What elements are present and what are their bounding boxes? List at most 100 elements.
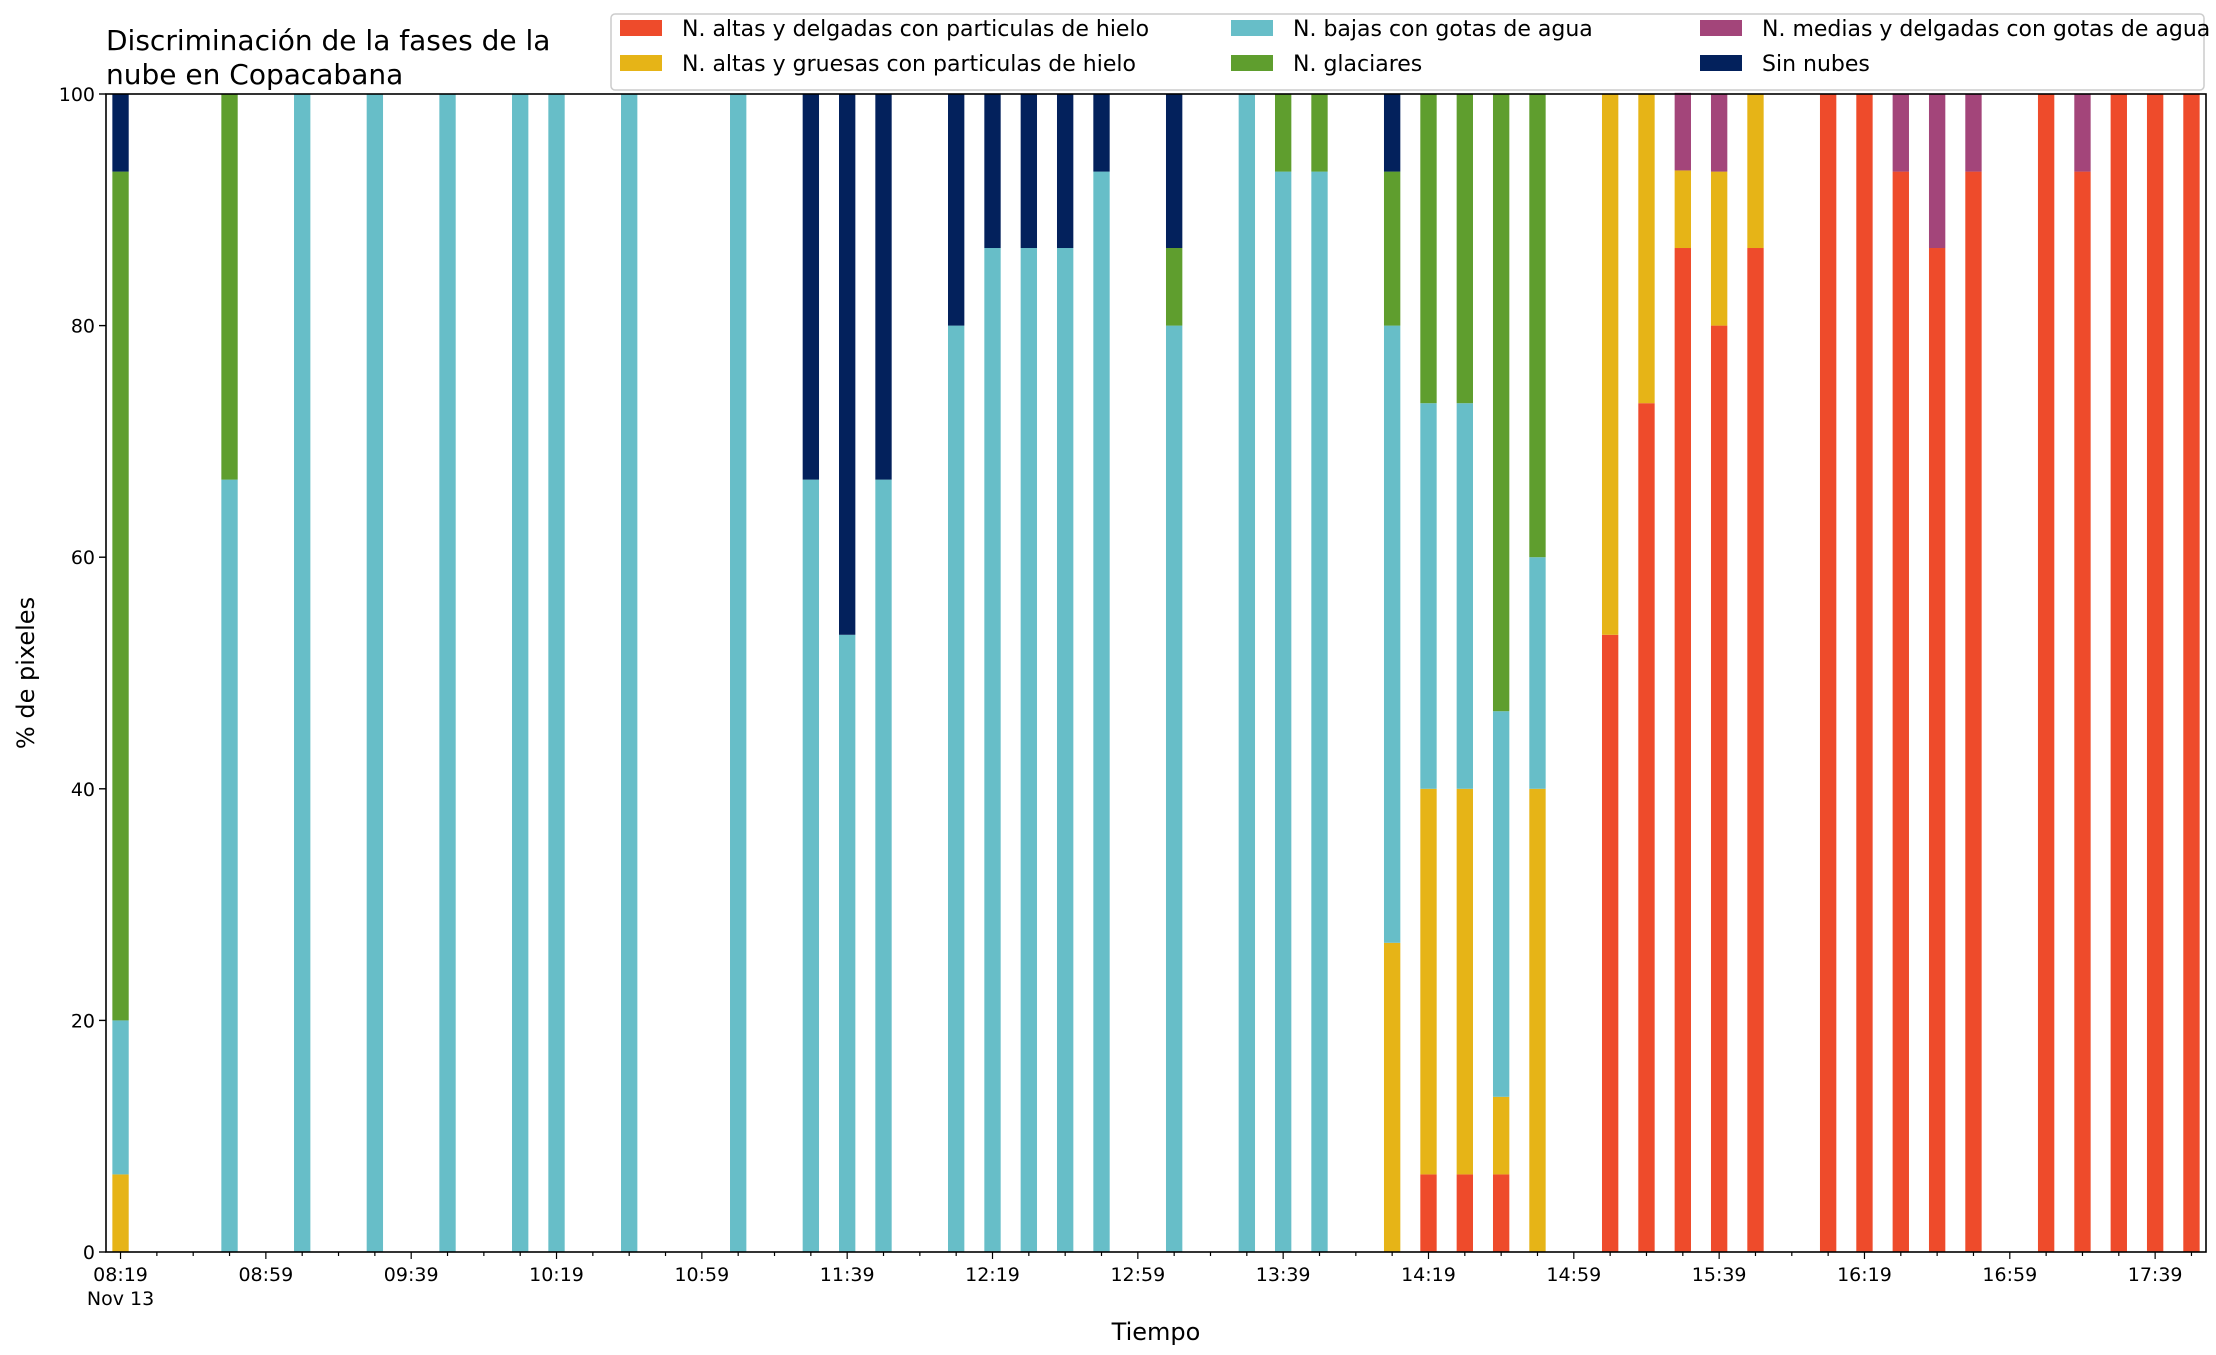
bar-segment xyxy=(112,94,129,172)
bar-segment xyxy=(1383,325,1401,943)
y-tick-label: 40 xyxy=(71,779,95,801)
y-axis: 0 20 40 60 80 100 xyxy=(59,84,106,1264)
bar-segment xyxy=(1710,325,1728,1253)
bar-segment xyxy=(2110,94,2127,1252)
x-tick-label: 15:39 xyxy=(1692,1264,1747,1286)
bar-segment xyxy=(948,325,965,1253)
bar-segment xyxy=(1420,403,1437,789)
bar-segment xyxy=(1056,94,1074,249)
bar-segment xyxy=(1093,94,1110,172)
chart-title: Discriminación de la fases de la nube en… xyxy=(106,24,550,91)
x-tick-label: 12:59 xyxy=(1110,1264,1165,1286)
bar-segment xyxy=(1383,171,1401,326)
bar-segment xyxy=(1311,171,1328,1253)
bar-segment xyxy=(2037,94,2055,1252)
legend-label: Sin nubes xyxy=(1762,52,1870,77)
legend-swatch xyxy=(620,20,662,36)
x-tick-label: 10:19 xyxy=(529,1264,584,1286)
x-tick-label: 08:59 xyxy=(238,1264,293,1286)
bar-segment xyxy=(802,479,820,1252)
bar-segment xyxy=(839,94,856,635)
bar-segment xyxy=(1311,94,1328,172)
bar-segment xyxy=(1529,788,1546,1252)
legend-swatch xyxy=(620,55,662,71)
bar-segment xyxy=(1456,788,1473,1175)
legend-label: N. bajas con gotas de agua xyxy=(1293,17,1593,42)
x-tick-label: 17:39 xyxy=(2128,1264,2183,1286)
bar-segment xyxy=(221,479,238,1252)
bar-segment xyxy=(1165,325,1183,1253)
bar-segment xyxy=(1710,94,1728,172)
bar-segment xyxy=(984,248,1001,1252)
legend-label: N. glaciares xyxy=(1293,52,1422,77)
bar-segment xyxy=(1274,94,1292,172)
bar-segment xyxy=(1420,94,1437,404)
bar-segment xyxy=(1674,170,1691,249)
y-tick-label: 60 xyxy=(71,547,95,569)
bar-segment xyxy=(112,171,129,1021)
legend-label: N. altas y gruesas con particulas de hie… xyxy=(682,52,1136,77)
bar-segment xyxy=(1529,557,1546,789)
plot-frame xyxy=(105,93,2207,1253)
x-date-label: Nov 13 xyxy=(87,1288,154,1310)
x-axis: 08:19 08:59 09:39 10:19 10:59 11:39 12:19 12:59… xyxy=(87,1252,2193,1310)
y-tick-label: 80 xyxy=(71,316,95,338)
bar-segment xyxy=(1456,403,1473,789)
bar-segment xyxy=(1601,94,1619,635)
bar-segment xyxy=(2074,94,2091,172)
bar-segment xyxy=(294,94,311,1252)
bar-segment xyxy=(802,94,820,480)
bar-segment xyxy=(1492,1096,1510,1175)
bar-segment xyxy=(1456,1174,1473,1252)
bar-segment xyxy=(1456,94,1473,404)
bar-segment xyxy=(439,94,456,1252)
bar-segment xyxy=(1638,94,1655,404)
bar-segment xyxy=(221,94,238,480)
bar-segment xyxy=(512,94,529,1252)
chart-title-line-2: nube en Copacabana xyxy=(106,58,403,91)
bar-segment xyxy=(112,1020,129,1175)
bar-segment xyxy=(1747,94,1764,249)
y-tick-label: 100 xyxy=(59,84,95,106)
bar-segment xyxy=(112,1174,129,1252)
x-tick-label: 10:59 xyxy=(674,1264,729,1286)
y-tick-label: 0 xyxy=(83,1242,95,1264)
legend-swatch xyxy=(1700,20,1742,36)
bar-segment xyxy=(1420,788,1437,1175)
legend-swatch xyxy=(1700,55,1742,71)
legend: N. altas y delgadas con particulas de hi… xyxy=(610,13,2210,91)
x-axis-label: Tiempo xyxy=(1111,1318,1201,1346)
bar-segment xyxy=(1420,1174,1437,1252)
bar-segment xyxy=(875,479,892,1252)
bar-segment xyxy=(839,634,856,1252)
legend-swatch xyxy=(1231,55,1273,71)
bar-segment xyxy=(1965,94,1982,172)
x-tick-label: 08:19 xyxy=(93,1264,148,1286)
bars xyxy=(112,92,2200,1253)
bar-segment xyxy=(1529,94,1546,558)
x-tick-label: 14:19 xyxy=(1401,1264,1456,1286)
x-tick-label: 09:39 xyxy=(384,1264,439,1286)
bar-segment xyxy=(1674,92,1691,171)
bar-segment xyxy=(1492,94,1510,712)
bar-segment xyxy=(621,94,638,1252)
x-tick-label: 16:59 xyxy=(1982,1264,2037,1286)
bar-segment xyxy=(1020,94,1038,249)
bar-segment xyxy=(1020,248,1038,1252)
bar-segment xyxy=(1928,94,1946,249)
bar-segment xyxy=(1674,248,1691,1252)
legend-label: N. medias y delgadas con gotas de agua xyxy=(1762,17,2210,42)
bar-segment xyxy=(1965,171,1982,1253)
bar-segment xyxy=(1238,94,1256,1252)
bar-segment xyxy=(2183,94,2200,1252)
bar-segment xyxy=(730,94,747,1252)
bar-segment xyxy=(1638,403,1655,1252)
bar-segment xyxy=(366,94,384,1252)
bar-segment xyxy=(1819,94,1837,1252)
x-tick-label: 11:39 xyxy=(820,1264,875,1286)
bar-segment xyxy=(1383,94,1401,172)
bar-segment xyxy=(1601,634,1619,1252)
bar-segment xyxy=(1093,171,1110,1253)
